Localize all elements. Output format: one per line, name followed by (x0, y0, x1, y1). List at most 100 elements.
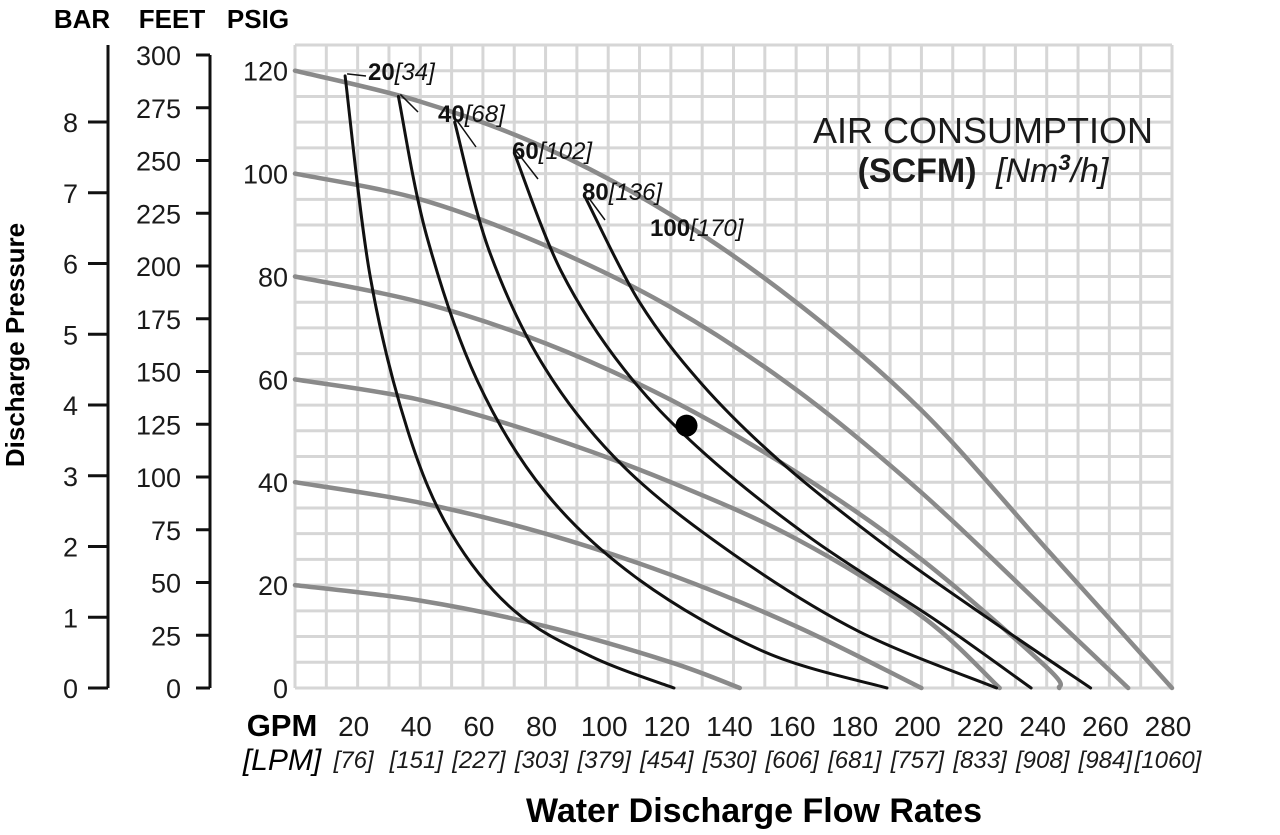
x-tick-label: 20 (338, 711, 369, 742)
psig-axis-header: PSIG (227, 4, 289, 34)
x-tick-label: 100 (581, 711, 628, 742)
grid-lines (293, 43, 1174, 690)
x-tick-label-lpm: [76] (333, 747, 375, 774)
x-tick-label-lpm: [379] (577, 747, 633, 774)
x-tick-label-lpm: [833] (952, 747, 1008, 774)
annotation-units-nm3h-prefix: [Nm (995, 152, 1058, 190)
x-tick-label: 160 (769, 711, 816, 742)
bar-tick-label: 7 (63, 179, 78, 209)
pressure-curve (292, 68, 1175, 691)
air-consumption-label: 100[170] (650, 215, 745, 242)
air-consumption-label: 60[102] (512, 138, 593, 165)
air-consumption-labels: 20[34]40[68]60[102] 80[136] 100[170] (347, 59, 745, 242)
psig-tick-label: 60 (258, 365, 288, 395)
x-unit-label: GPM (247, 708, 318, 743)
feet-tick-label: 125 (136, 410, 181, 440)
air-consumption-curve (453, 120, 999, 690)
feet-tick-label: 25 (151, 621, 181, 651)
operating-point-marker (675, 414, 698, 437)
x-tick-label-lpm: [984] (1078, 747, 1134, 774)
air-consumption-curve (512, 151, 1033, 690)
air-label-nm3h: [102] (538, 138, 594, 165)
x-tick-label: 40 (401, 711, 432, 742)
pressure-curve (292, 377, 1002, 691)
air-label-scfm: 20 (368, 59, 395, 86)
feet-tick-label: 50 (151, 569, 181, 599)
feet-tick-label: 225 (136, 199, 181, 229)
bar-tick-label: 0 (63, 674, 78, 704)
air-label-leader (347, 73, 367, 77)
air-consumption-label: 80[136] (582, 179, 663, 206)
x-tick-label-lpm: [530] (702, 747, 758, 774)
x-tick-label: 60 (463, 711, 494, 742)
air-consumption-curve (584, 197, 1093, 690)
pressure-curve (292, 171, 1131, 691)
air-consumption-label: 20[34] (368, 59, 436, 86)
bar-axis-header: BAR (54, 4, 111, 34)
bar-tick-label: 3 (63, 462, 78, 492)
annotation-units-sup: 3 (1058, 150, 1070, 175)
x-tick-label: 140 (706, 711, 753, 742)
annotation-title: AIR CONSUMPTION (813, 110, 1153, 151)
bar-axis: 0 1 2 3 4 5 6 7 8 (63, 45, 110, 704)
feet-tick-label: 0 (166, 674, 181, 704)
x-tick-label-lpm: [454] (639, 747, 695, 774)
psig-axis: 0 20 40 60 80 100 120 (243, 57, 288, 704)
feet-tick-label: 100 (136, 463, 181, 493)
bar-tick-label: 8 (63, 108, 78, 138)
psig-tick-label: 100 (243, 160, 288, 190)
x-tick-label: 200 (894, 711, 941, 742)
air-label-scfm: 80 (582, 179, 609, 206)
feet-tick-label: 200 (136, 252, 181, 282)
pressure-curve (292, 479, 924, 691)
feet-tick-label: 300 (136, 41, 181, 71)
air-label-nm3h: [34] (394, 59, 436, 86)
feet-tick-label: 150 (136, 358, 181, 388)
air-consumption-curve (396, 94, 889, 690)
x-tick-label: 120 (643, 711, 690, 742)
x-tick-label-lpm: [303] (514, 747, 570, 774)
x-axis: 20 [76] 40 [151] 60 [227] 80 [303] 100 [379] 120 [4… (333, 711, 1203, 774)
x-tick-label-lpm: [1060] (1134, 747, 1203, 774)
x-axis-label: Water Discharge Flow Rates (526, 792, 982, 830)
air-consumption-label: 40[68] (438, 101, 506, 128)
feet-tick-label: 175 (136, 305, 181, 335)
x-tick-label-lpm: [908] (1015, 747, 1071, 774)
x-tick-label: 220 (957, 711, 1004, 742)
air-label-leader (456, 119, 477, 148)
bar-tick-label: 6 (63, 250, 78, 280)
bar-tick-label: 5 (63, 320, 78, 350)
air-label-scfm: 40 (438, 101, 465, 128)
x-tick-label: 280 (1145, 711, 1192, 742)
bar-tick-label: 4 (63, 391, 78, 421)
air-consumption-curve (343, 74, 676, 690)
psig-tick-label: 80 (258, 262, 288, 292)
air-label-leader (399, 93, 419, 113)
psig-tick-label: 120 (243, 57, 288, 87)
air-label-nm3h: [68] (464, 101, 506, 128)
air-label-leader (515, 150, 539, 180)
y-axis-label: Discharge Pressure (0, 223, 30, 467)
bar-tick-label: 1 (63, 603, 78, 633)
annotation-units-nm3h-suffix: /h] (1069, 152, 1110, 190)
x-tick-label-lpm: [227] (451, 747, 507, 774)
feet-axis: 0 25 50 75 100 125 150 175 200 225 250 275 300 (136, 41, 212, 704)
x-unit-alt-label: [LPM] (242, 744, 322, 777)
pressure-curves (292, 68, 1175, 691)
air-label-scfm: 100 (650, 215, 690, 242)
x-tick-label: 240 (1019, 711, 1066, 742)
air-label-nm3h: [136] (608, 179, 664, 206)
feet-tick-label: 75 (151, 516, 181, 546)
x-tick-label-lpm: [606] (764, 747, 820, 774)
bar-tick-label: 2 (63, 533, 78, 563)
psig-tick-label: 40 (258, 468, 288, 498)
x-tick-label-lpm: [757] (890, 747, 946, 774)
air-consumption-curves (343, 74, 1093, 690)
air-label-nm3h: [170] (689, 215, 745, 242)
psig-tick-label: 20 (258, 571, 288, 601)
x-tick-label-lpm: [681] (827, 747, 883, 774)
plot-area: 20[34]40[68]60[102] 80[136] 100[170] (292, 43, 1175, 691)
air-label-leader (587, 196, 606, 221)
psig-tick-label: 0 (273, 674, 288, 704)
